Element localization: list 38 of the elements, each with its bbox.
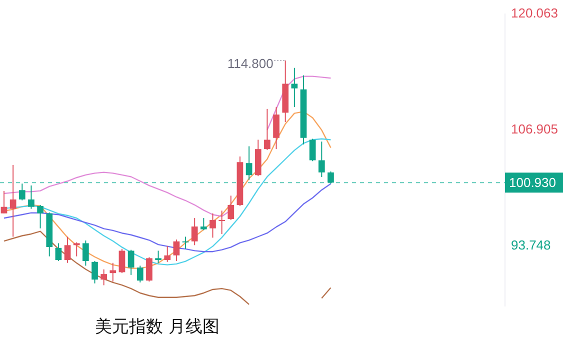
candlestick [18, 183, 26, 201]
candlestick [55, 242, 62, 262]
candlestick [182, 236, 189, 250]
candlestick [173, 239, 180, 262]
candlestick [118, 248, 126, 274]
annotation: 114.800 [227, 56, 274, 72]
candlestick [164, 246, 171, 262]
text: 美元指数 月线图 [95, 316, 220, 338]
candlestick [0, 190, 8, 214]
candlestick [92, 260, 98, 284]
candlestick [264, 108, 270, 150]
candlestick [200, 218, 207, 231]
candlestick [291, 67, 298, 108]
candlestick [246, 146, 252, 180]
candlestick [28, 184, 34, 210]
y-tick-label: 93.748 [511, 237, 551, 252]
ref-line-label: 100.930 [509, 175, 556, 190]
candlestick [328, 170, 334, 184]
candlestick [110, 262, 116, 282]
candlestick [128, 249, 134, 276]
candlestick [136, 265, 144, 283]
candlestick [155, 250, 162, 264]
candlestick [318, 141, 325, 178]
candlestick [73, 242, 80, 257]
candlestick [82, 240, 89, 266]
candlestick [191, 218, 198, 246]
candlestick [146, 256, 152, 282]
candlestick [37, 204, 44, 229]
candlestick [210, 212, 216, 238]
candlestick [309, 138, 316, 162]
candlestick [218, 210, 225, 234]
y-tick-label: 106.905 [511, 122, 558, 137]
candlestick [100, 268, 108, 286]
y-tick-label: 120.063 [511, 6, 558, 21]
candlestick [228, 195, 234, 220]
candlestick [273, 106, 280, 150]
candlestick [64, 236, 71, 264]
candlestick [10, 164, 16, 238]
